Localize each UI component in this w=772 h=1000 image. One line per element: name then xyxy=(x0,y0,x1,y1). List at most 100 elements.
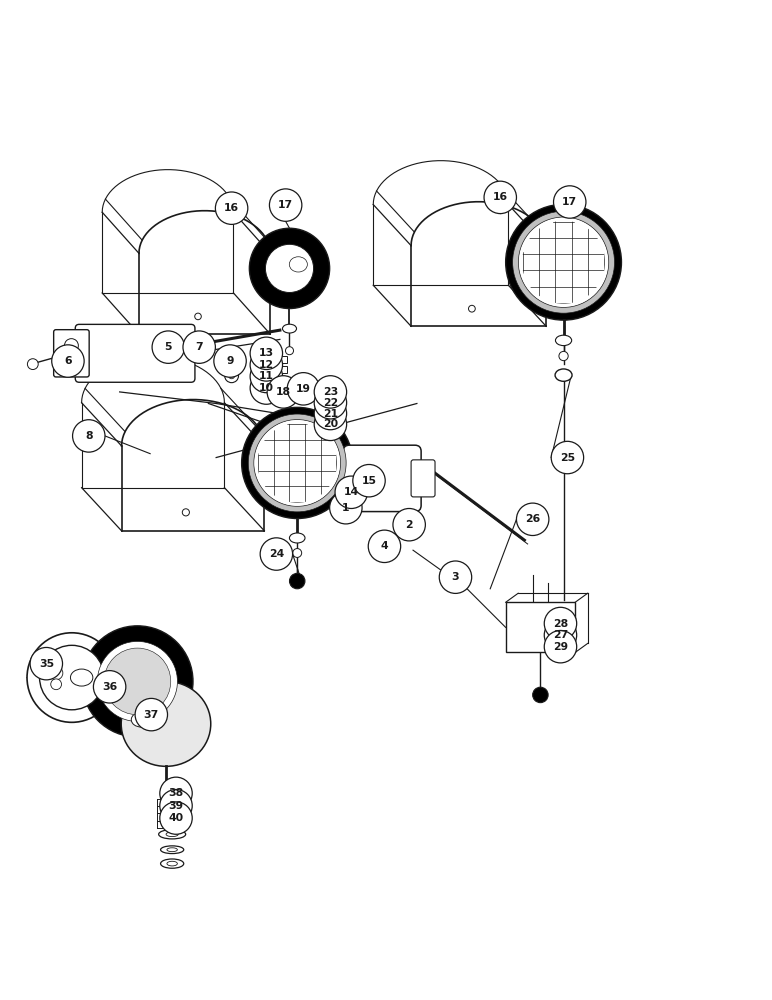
Circle shape xyxy=(513,211,615,313)
Circle shape xyxy=(160,802,192,834)
Circle shape xyxy=(335,476,367,508)
Text: 6: 6 xyxy=(64,356,72,366)
Bar xyxy=(273,376,287,383)
Text: 22: 22 xyxy=(323,398,338,408)
Circle shape xyxy=(73,420,105,452)
Bar xyxy=(63,351,79,363)
Ellipse shape xyxy=(555,335,571,346)
Ellipse shape xyxy=(131,712,151,727)
Circle shape xyxy=(314,408,347,441)
Circle shape xyxy=(52,345,84,377)
Text: 21: 21 xyxy=(323,409,338,419)
Circle shape xyxy=(242,407,353,519)
Bar xyxy=(273,356,287,363)
Circle shape xyxy=(293,549,302,557)
Circle shape xyxy=(39,645,104,710)
Circle shape xyxy=(64,354,78,368)
Text: 14: 14 xyxy=(344,487,359,497)
Circle shape xyxy=(28,359,38,370)
Circle shape xyxy=(286,347,293,355)
Bar xyxy=(506,602,575,652)
Text: 37: 37 xyxy=(144,710,159,720)
Circle shape xyxy=(516,503,549,536)
Ellipse shape xyxy=(161,846,184,854)
Circle shape xyxy=(93,671,126,703)
Circle shape xyxy=(275,389,289,403)
Circle shape xyxy=(330,492,362,524)
Circle shape xyxy=(323,410,337,424)
Text: 1: 1 xyxy=(342,503,350,513)
Circle shape xyxy=(544,619,577,651)
Ellipse shape xyxy=(166,832,178,837)
Ellipse shape xyxy=(161,859,184,868)
Text: 9: 9 xyxy=(226,356,234,366)
Circle shape xyxy=(249,414,346,512)
Circle shape xyxy=(323,419,337,433)
Circle shape xyxy=(314,387,347,419)
Ellipse shape xyxy=(283,324,296,333)
Circle shape xyxy=(518,217,608,307)
Circle shape xyxy=(214,345,246,377)
FancyBboxPatch shape xyxy=(411,460,435,497)
Circle shape xyxy=(30,647,63,680)
Circle shape xyxy=(267,376,300,408)
Text: 29: 29 xyxy=(553,642,568,652)
Ellipse shape xyxy=(167,861,178,866)
Circle shape xyxy=(314,397,347,430)
Text: 3: 3 xyxy=(452,572,459,582)
Circle shape xyxy=(353,464,385,497)
Circle shape xyxy=(368,530,401,563)
Text: 4: 4 xyxy=(381,541,388,551)
Bar xyxy=(273,366,287,373)
Circle shape xyxy=(551,441,584,474)
Text: 10: 10 xyxy=(259,383,274,393)
Text: 23: 23 xyxy=(323,387,338,397)
Circle shape xyxy=(183,331,215,363)
Text: 20: 20 xyxy=(323,419,338,429)
Text: 16: 16 xyxy=(224,203,239,213)
Circle shape xyxy=(314,376,347,408)
Text: 12: 12 xyxy=(259,360,274,370)
Text: 8: 8 xyxy=(85,431,93,441)
Text: 27: 27 xyxy=(553,630,568,640)
Circle shape xyxy=(254,420,340,506)
Circle shape xyxy=(160,777,192,810)
Circle shape xyxy=(559,351,568,361)
Text: 13: 13 xyxy=(259,348,274,358)
Text: 19: 19 xyxy=(296,384,311,394)
Text: 28: 28 xyxy=(553,619,568,629)
Circle shape xyxy=(287,373,320,405)
Circle shape xyxy=(27,633,117,722)
Text: 17: 17 xyxy=(562,197,577,207)
Text: 26: 26 xyxy=(525,514,540,524)
Bar xyxy=(273,386,287,393)
Circle shape xyxy=(82,626,193,737)
Circle shape xyxy=(266,244,313,292)
Circle shape xyxy=(533,687,548,703)
Circle shape xyxy=(49,666,63,680)
Circle shape xyxy=(97,641,178,721)
Text: 38: 38 xyxy=(168,788,184,798)
Circle shape xyxy=(269,189,302,221)
Ellipse shape xyxy=(121,681,211,766)
Circle shape xyxy=(250,372,283,404)
Circle shape xyxy=(323,400,337,414)
Circle shape xyxy=(249,228,330,309)
Circle shape xyxy=(250,337,283,370)
Circle shape xyxy=(506,204,621,320)
Ellipse shape xyxy=(290,533,305,543)
Circle shape xyxy=(393,508,425,541)
FancyBboxPatch shape xyxy=(343,445,421,512)
Circle shape xyxy=(554,186,586,218)
Text: 39: 39 xyxy=(168,801,184,811)
Text: 40: 40 xyxy=(168,813,184,823)
Circle shape xyxy=(296,379,310,393)
Circle shape xyxy=(484,181,516,214)
Circle shape xyxy=(225,369,239,383)
Text: 24: 24 xyxy=(269,549,284,559)
Text: 15: 15 xyxy=(361,476,377,486)
Ellipse shape xyxy=(167,848,178,852)
Text: 7: 7 xyxy=(195,342,203,352)
Text: 2: 2 xyxy=(405,520,413,530)
Ellipse shape xyxy=(159,830,185,839)
